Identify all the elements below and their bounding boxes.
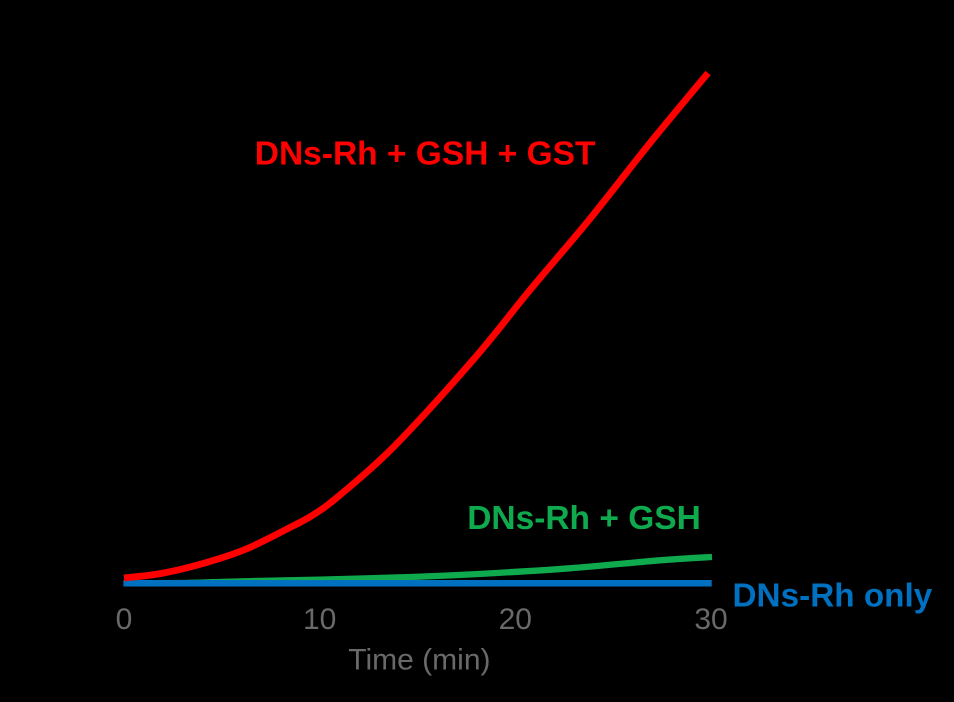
svg-text:30: 30 xyxy=(694,603,727,636)
svg-text:20: 20 xyxy=(499,603,532,636)
svg-text:DNs-Rh only: DNs-Rh only xyxy=(733,577,933,614)
svg-text:DNs-Rh + GSH: DNs-Rh + GSH xyxy=(467,500,701,537)
svg-text:Time (min): Time (min) xyxy=(348,644,490,677)
svg-text:DNs-Rh + GSH + GST: DNs-Rh + GSH + GST xyxy=(255,135,596,172)
svg-text:0: 0 xyxy=(116,603,133,636)
svg-text:10: 10 xyxy=(303,603,336,636)
